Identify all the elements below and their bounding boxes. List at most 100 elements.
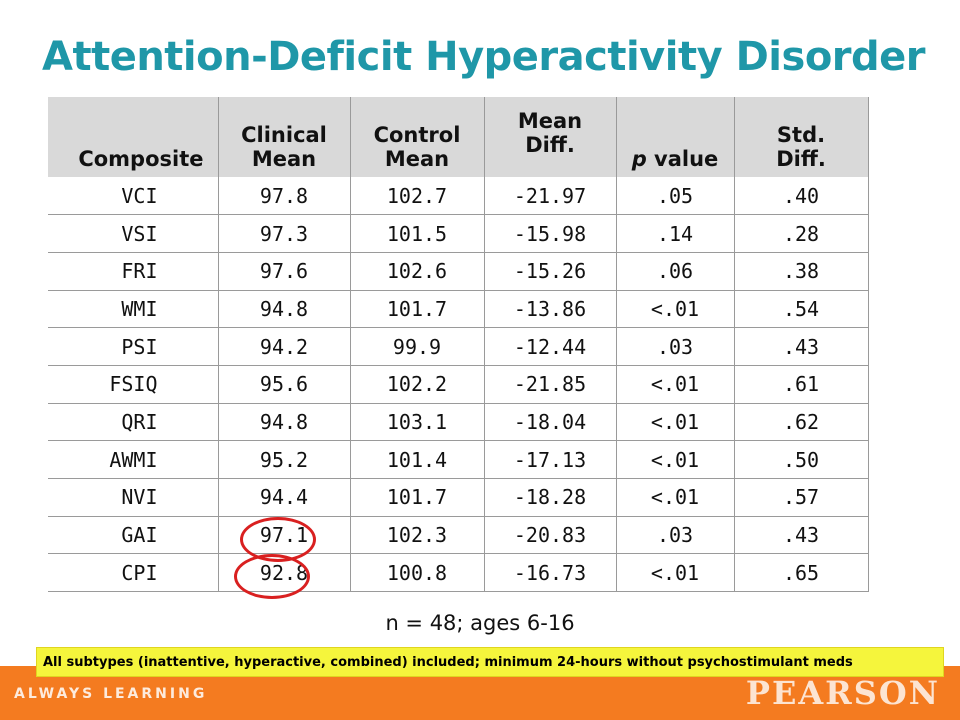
cell-mean-diff: -17.13 <box>484 440 617 479</box>
table-row: GAI 97.1 102.3 -20.83.03.43 <box>48 516 869 555</box>
cell-mean-diff: -15.26 <box>484 252 617 291</box>
highlight-circle-cpi <box>234 554 310 599</box>
pearson-logo: PEARSON <box>745 674 940 712</box>
cell-p-value: <.01 <box>616 440 735 479</box>
cell-composite: WMI <box>48 290 219 329</box>
cell-composite: VSI <box>48 214 219 253</box>
cell-p-value: .05 <box>616 177 735 216</box>
header-mean-diff: Mean Diff. <box>484 97 617 177</box>
footnote-box: All subtypes (inattentive, hyperactive, … <box>36 647 944 677</box>
header-composite-label: Composite <box>78 147 204 171</box>
cell-p-value: <.01 <box>616 365 735 404</box>
header-std-diff: Std. Diff. <box>734 97 869 177</box>
cell-control-mean: 102.7 <box>350 177 485 216</box>
cell-std-diff: .57 <box>734 478 869 517</box>
table-row: WMI 94.8 101.7 -13.86 <.01.54 <box>48 290 869 329</box>
cell-control-mean: 100.8 <box>350 553 485 593</box>
table-row: FRI 97.6 102.6 -15.26.06.38 <box>48 252 869 291</box>
header-control-line1: Control <box>373 123 461 147</box>
header-clinical-line1: Clinical <box>241 123 327 147</box>
cell-mean-diff: -16.73 <box>484 553 617 593</box>
table-row: VSI 97.3 101.5 -15.98.14.28 <box>48 214 869 253</box>
table-row: QRI 94.8 103.1 -18.04 <.01.62 <box>48 403 869 442</box>
cell-mean-diff: -21.97 <box>484 177 617 216</box>
header-meandiff-line1: Mean <box>517 109 583 133</box>
cell-clinical-mean: 97.8 <box>218 177 351 216</box>
cell-std-diff: .38 <box>734 252 869 291</box>
cell-composite: CPI <box>48 553 219 593</box>
header-std-line2: Diff. <box>776 147 826 171</box>
header-p-rest: value <box>646 147 719 171</box>
cell-clinical-mean: 94.8 <box>218 403 351 442</box>
table-row: NVI 94.4 101.7 -18.28 <.01.57 <box>48 478 869 517</box>
cell-std-diff: .43 <box>734 516 869 555</box>
cell-composite: FSIQ <box>48 365 219 404</box>
data-table: Composite Clinical Mean Control Mean Mea… <box>48 97 869 593</box>
table-row: VCI 97.8 102.7 -21.97.05.40 <box>48 177 869 216</box>
cell-control-mean: 101.5 <box>350 214 485 253</box>
cell-composite: FRI <box>48 252 219 291</box>
cell-std-diff: .61 <box>734 365 869 404</box>
cell-clinical-mean: 95.2 <box>218 440 351 479</box>
table-row: FSIQ 95.6 102.2 -21.85 <.01.61 <box>48 365 869 404</box>
cell-p-value: <.01 <box>616 403 735 442</box>
header-p-italic: p <box>631 147 647 171</box>
cell-std-diff: .65 <box>734 553 869 593</box>
table-row: CPI 92.8 100.8 -16.73 <.01.65 <box>48 553 869 593</box>
header-clinical-mean: Clinical Mean <box>218 97 351 177</box>
cell-p-value: .06 <box>616 252 735 291</box>
header-composite: Composite <box>48 97 219 177</box>
cell-clinical-mean: 94.8 <box>218 290 351 329</box>
sample-note: n = 48; ages 6-16 <box>385 611 575 635</box>
cell-clinical-mean: 94.4 <box>218 478 351 517</box>
cell-mean-diff: -18.28 <box>484 478 617 517</box>
cell-control-mean: 101.7 <box>350 478 485 517</box>
cell-composite: VCI <box>48 177 219 216</box>
cell-p-value: .03 <box>616 327 735 366</box>
cell-clinical-mean: 97.6 <box>218 252 351 291</box>
cell-p-value: <.01 <box>616 478 735 517</box>
table-row: PSI 94.2 99.9 -12.44.03.43 <box>48 327 869 366</box>
cell-mean-diff: -13.86 <box>484 290 617 329</box>
cell-std-diff: .62 <box>734 403 869 442</box>
cell-p-value: <.01 <box>616 553 735 593</box>
header-std-line1: Std. <box>776 123 826 147</box>
cell-mean-diff: -18.04 <box>484 403 617 442</box>
cell-mean-diff: -15.98 <box>484 214 617 253</box>
cell-std-diff: .54 <box>734 290 869 329</box>
cell-p-value: .03 <box>616 516 735 555</box>
cell-mean-diff: -21.85 <box>484 365 617 404</box>
cell-composite: NVI <box>48 478 219 517</box>
header-control-line2: Mean <box>384 147 450 171</box>
header-clinical-line2: Mean <box>251 147 317 171</box>
cell-control-mean: 102.3 <box>350 516 485 555</box>
table-body: VCI 97.8 102.7 -21.97.05.40 VSI 97.3 101.5 -15.… <box>48 177 869 593</box>
cell-composite: GAI <box>48 516 219 555</box>
header-p-value: p value <box>616 97 735 177</box>
cell-p-value: .14 <box>616 214 735 253</box>
cell-mean-diff: -12.44 <box>484 327 617 366</box>
cell-control-mean: 101.7 <box>350 290 485 329</box>
cell-composite: AWMI <box>48 440 219 479</box>
slide-title: Attention-Deficit Hyperactivity Disorder <box>42 34 926 80</box>
cell-control-mean: 102.6 <box>350 252 485 291</box>
cell-p-value: <.01 <box>616 290 735 329</box>
header-meandiff-line2: Diff. <box>525 133 575 157</box>
cell-std-diff: .40 <box>734 177 869 216</box>
cell-clinical-mean: 97.3 <box>218 214 351 253</box>
cell-clinical-mean: 95.6 <box>218 365 351 404</box>
table-header: Composite Clinical Mean Control Mean Mea… <box>48 97 869 177</box>
cell-std-diff: .50 <box>734 440 869 479</box>
cell-mean-diff: -20.83 <box>484 516 617 555</box>
footer-tagline: ALWAYS LEARNING <box>14 686 208 702</box>
cell-control-mean: 99.9 <box>350 327 485 366</box>
header-control-mean: Control Mean <box>350 97 485 177</box>
cell-control-mean: 103.1 <box>350 403 485 442</box>
cell-composite: QRI <box>48 403 219 442</box>
cell-clinical-mean: 94.2 <box>218 327 351 366</box>
cell-composite: PSI <box>48 327 219 366</box>
cell-control-mean: 102.2 <box>350 365 485 404</box>
cell-control-mean: 101.4 <box>350 440 485 479</box>
cell-std-diff: .28 <box>734 214 869 253</box>
cell-std-diff: .43 <box>734 327 869 366</box>
